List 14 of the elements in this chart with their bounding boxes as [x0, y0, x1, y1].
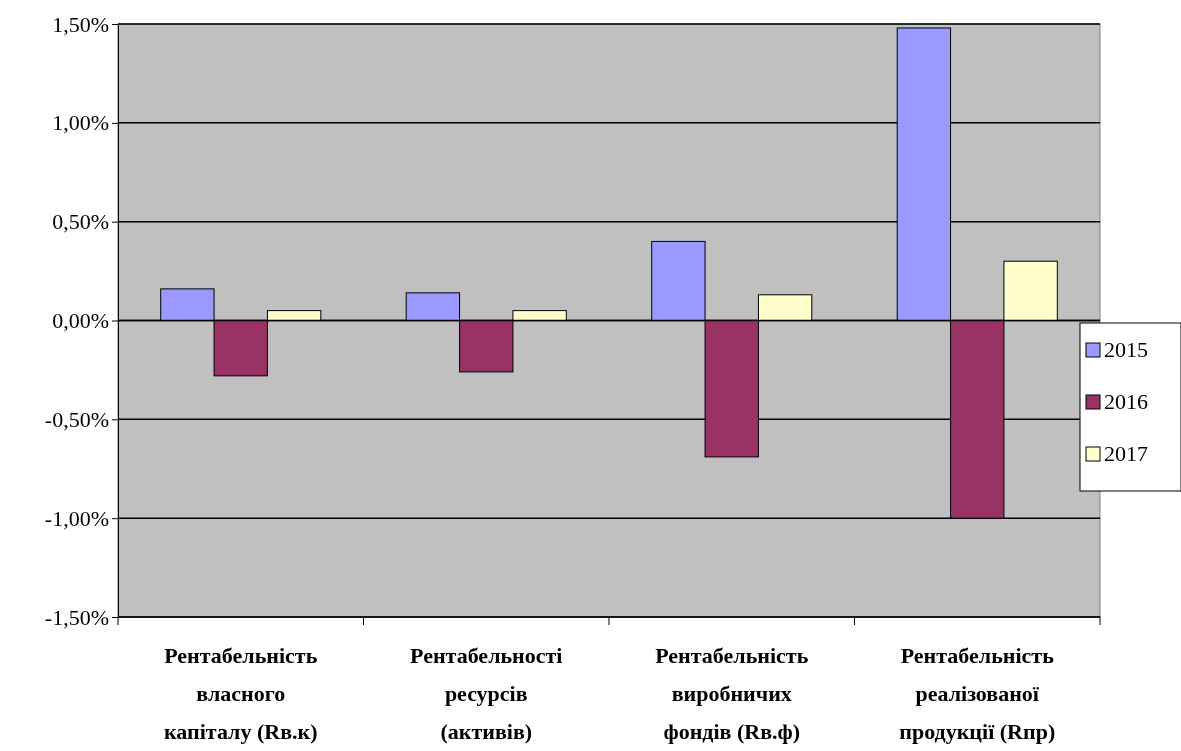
y-tick-label: -0,50%: [44, 406, 109, 432]
legend-label: 2016: [1104, 389, 1148, 414]
y-tick-label: -1,00%: [44, 505, 109, 531]
x-tick-label: Рентабельність реалізованої продукції (Rпр): [899, 643, 1056, 744]
y-tick-label: 0,50%: [52, 209, 109, 235]
legend-label: 2015: [1104, 337, 1148, 362]
legend-label: 2017: [1104, 441, 1148, 466]
x-tick-label: Рентабельності ресурсів (активів): [410, 643, 563, 744]
y-tick-label: 0,00%: [52, 308, 109, 334]
y-tick-label: 1,00%: [52, 110, 109, 136]
x-tick-label: Рентабельність виробничих фондів (Rв.ф): [655, 643, 809, 744]
y-tick-label: 1,50%: [52, 11, 109, 37]
y-tick-label: -1,50%: [44, 604, 109, 630]
x-tick-label: Рентабельність власного капіталу (Rв.к): [163, 643, 318, 744]
